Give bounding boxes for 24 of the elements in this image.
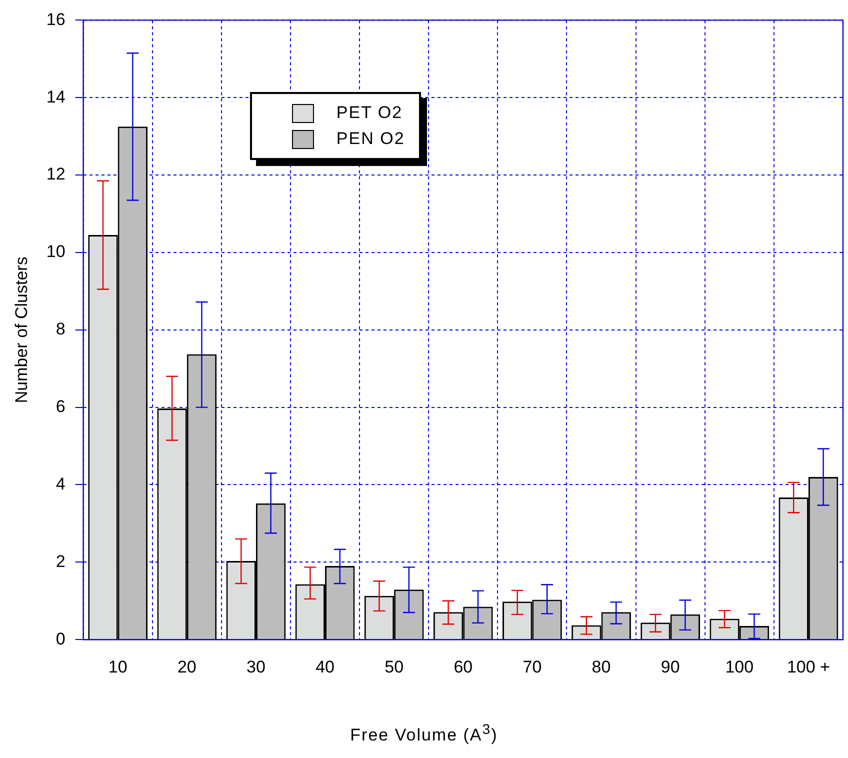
x-axis-title: Free Volume (A$^{3}$)	[349, 722, 499, 746]
y-tick-label: 14	[46, 87, 66, 106]
y-tick-label: 16	[46, 10, 66, 29]
x-tick-label: 30	[246, 657, 266, 676]
x-tick-label: 40	[316, 657, 334, 676]
x-tick-label: 90	[660, 657, 680, 676]
y-tick-label: 12	[46, 164, 66, 184]
x-tick-label: 50	[384, 657, 404, 676]
x-tick-label: 70	[522, 657, 542, 676]
y-tick-label: 4	[56, 474, 66, 494]
x-tick-label: 10	[108, 657, 128, 676]
y-axis-title: Number of Clusters	[12, 256, 31, 404]
y-tick-label: 6	[56, 397, 66, 416]
y-tick-label: 10	[46, 242, 66, 262]
x-tick-label: 80	[592, 657, 611, 676]
legend-label: PEN O2	[336, 129, 405, 150]
legend-label: PET O2	[336, 103, 403, 124]
x-tick-label: 100	[725, 657, 754, 676]
x-tick-label: 20	[177, 657, 196, 676]
x-tick-label: 100 +	[786, 657, 830, 676]
y-tick-label: 0	[56, 629, 66, 648]
x-tick-label: 60	[454, 657, 473, 676]
y-tick-label: 2	[56, 552, 66, 571]
y-tick-label: 8	[56, 320, 66, 339]
